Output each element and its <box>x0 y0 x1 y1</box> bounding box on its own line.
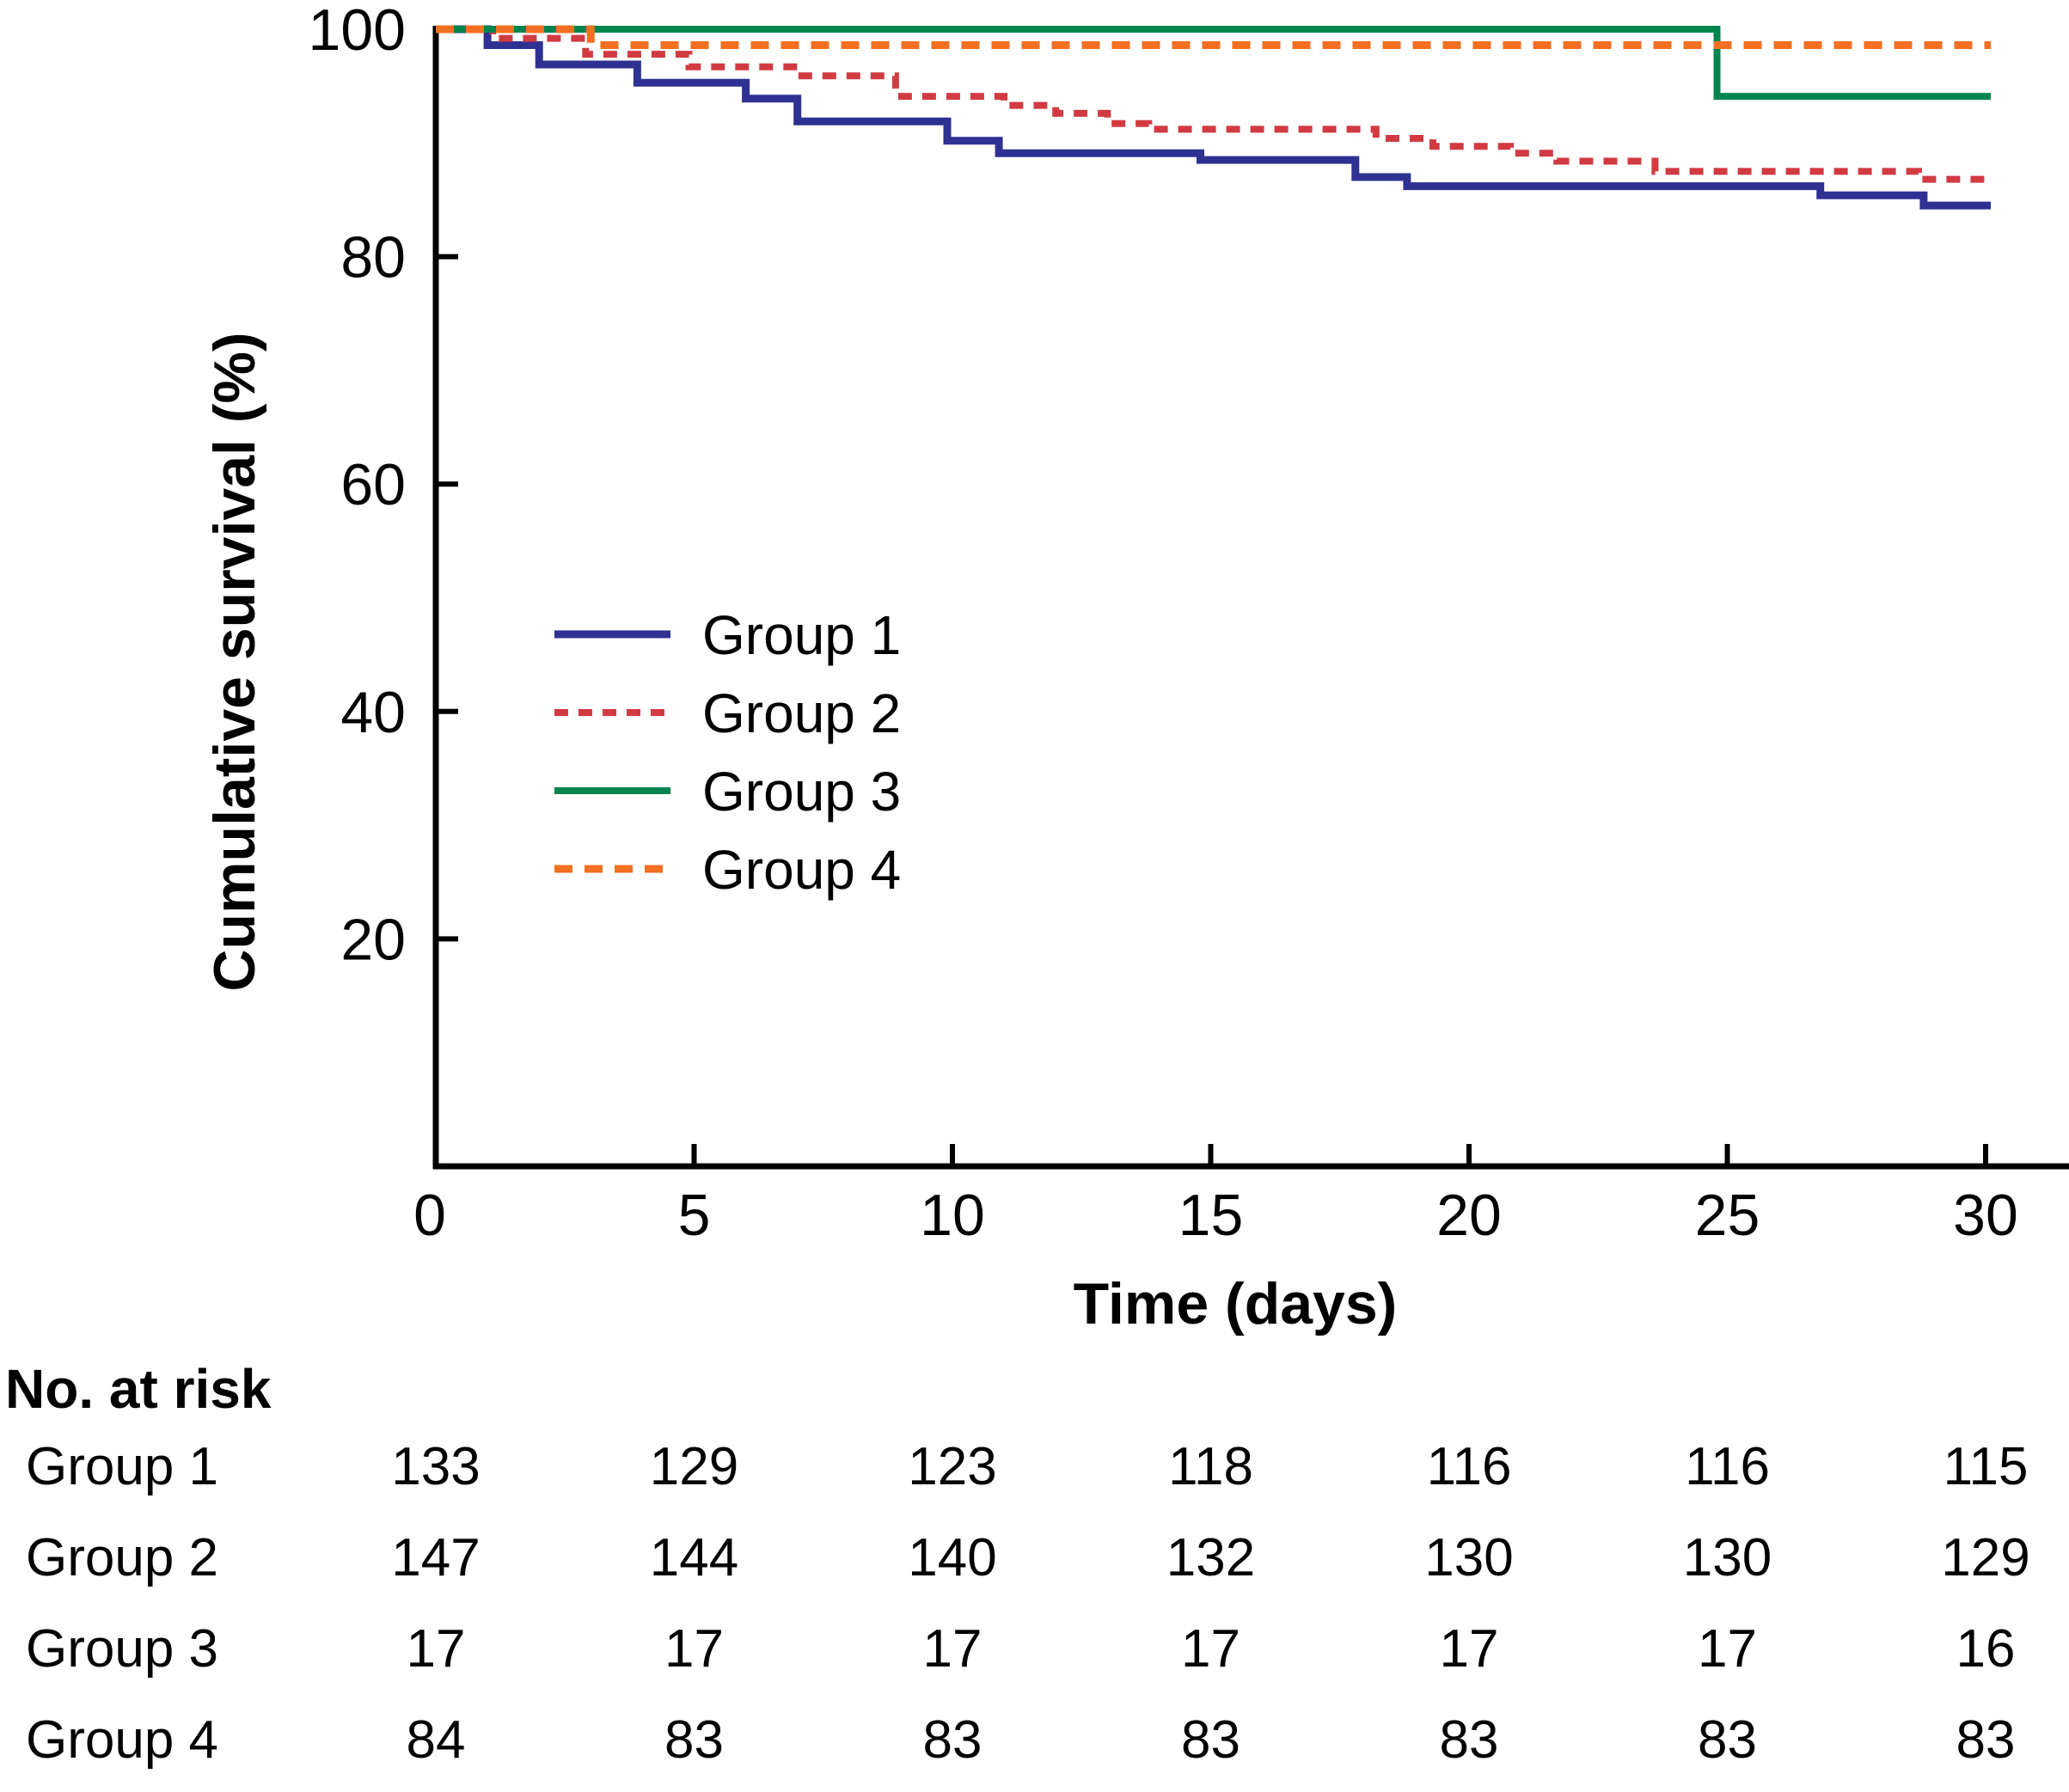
plot-axes: 0 5 10 15 20 25 30 20 40 60 80 100 <box>309 0 2069 1248</box>
survival-curve-group-1 <box>436 25 1991 210</box>
x-tick-label: 5 <box>678 1183 711 1248</box>
risk-table-row: Group 4 84 83 83 83 83 83 83 <box>26 1710 2015 1770</box>
survival-curve-group-4 <box>436 25 1991 49</box>
risk-count: 17 <box>664 1619 724 1679</box>
risk-count: 129 <box>650 1437 738 1496</box>
risk-count: 115 <box>1944 1437 2029 1496</box>
risk-row-label: Group 4 <box>26 1710 218 1770</box>
x-tick-label: 30 <box>1953 1183 2018 1248</box>
risk-count: 132 <box>1166 1528 1255 1587</box>
x-tick-label: 15 <box>1178 1183 1244 1248</box>
risk-count: 83 <box>923 1710 982 1770</box>
risk-count: 17 <box>1698 1619 1757 1679</box>
risk-count: 130 <box>1424 1528 1513 1587</box>
x-tick-label: 20 <box>1436 1183 1502 1248</box>
risk-count: 133 <box>391 1437 480 1496</box>
risk-count: 83 <box>1956 1710 2016 1770</box>
y-axis-title: Cumulative survival (%) <box>202 332 267 991</box>
legend-item: Group 2 <box>554 682 901 744</box>
y-tick-label: 80 <box>340 225 406 291</box>
risk-table-header: No. at risk <box>5 1358 272 1420</box>
legend-label: Group 4 <box>702 839 901 901</box>
risk-count: 129 <box>1941 1528 2029 1587</box>
legend: Group 1 Group 2 Group 3 Group 4 <box>554 604 901 901</box>
risk-count: 17 <box>1440 1619 1499 1679</box>
risk-table: Group 1 133 129 123 118 116 116 115 Group 2 147 14… <box>26 1437 2030 1770</box>
risk-count: 140 <box>908 1528 996 1587</box>
risk-table-row: Group 2 147 144 140 132 130 130 129 <box>26 1528 2030 1587</box>
risk-count: 118 <box>1168 1437 1253 1496</box>
y-tick-label: 60 <box>340 452 406 517</box>
risk-row-label: Group 2 <box>26 1528 218 1587</box>
y-tick-label: 20 <box>340 907 406 972</box>
legend-item: Group 4 <box>554 839 901 901</box>
legend-item: Group 3 <box>554 761 901 823</box>
risk-count: 83 <box>1698 1710 1757 1770</box>
risk-count: 123 <box>908 1437 996 1496</box>
x-tick-label: 10 <box>920 1183 985 1248</box>
risk-count: 116 <box>1427 1437 1512 1496</box>
y-tick-label: 40 <box>340 680 406 745</box>
risk-count: 83 <box>1440 1710 1499 1770</box>
risk-row-label: Group 3 <box>26 1619 218 1679</box>
x-axis-title: Time (days) <box>1074 1271 1398 1336</box>
risk-count: 84 <box>407 1710 466 1770</box>
risk-count: 116 <box>1685 1437 1770 1496</box>
risk-count: 147 <box>391 1528 480 1587</box>
risk-count: 83 <box>664 1710 724 1770</box>
y-tick-label: 100 <box>309 0 406 63</box>
risk-table-row: Group 1 133 129 123 118 116 116 115 <box>26 1437 2028 1496</box>
risk-table-row: Group 3 17 17 17 17 17 17 16 <box>26 1619 2015 1679</box>
risk-count: 144 <box>650 1528 738 1587</box>
risk-count: 17 <box>923 1619 982 1679</box>
legend-label: Group 1 <box>702 604 901 666</box>
risk-count: 130 <box>1683 1528 1772 1587</box>
survival-curve-group-3 <box>436 26 1991 101</box>
legend-label: Group 3 <box>702 761 901 823</box>
x-tick-label: 0 <box>413 1183 446 1248</box>
legend-item: Group 1 <box>554 604 901 666</box>
risk-count: 17 <box>1181 1619 1240 1679</box>
risk-count: 83 <box>1181 1710 1240 1770</box>
legend-label: Group 2 <box>702 682 901 744</box>
x-tick-label: 25 <box>1695 1183 1760 1248</box>
survival-curve-group-2 <box>436 26 1991 183</box>
risk-count: 16 <box>1956 1619 2016 1679</box>
survival-curves <box>436 25 1991 210</box>
risk-count: 17 <box>407 1619 466 1679</box>
risk-row-label: Group 1 <box>26 1437 218 1496</box>
